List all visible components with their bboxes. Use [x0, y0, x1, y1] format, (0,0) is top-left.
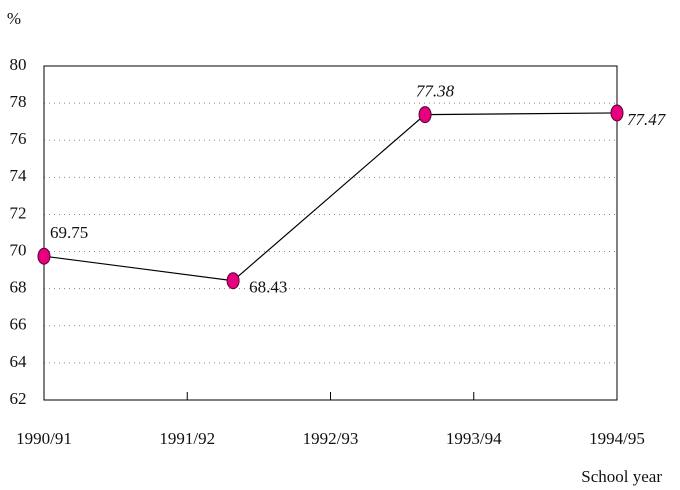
y-tick-label: 62	[10, 389, 27, 408]
y-tick-label: 74	[10, 166, 28, 185]
y-tick-label: 66	[10, 315, 27, 334]
x-tick-label: 1990/91	[16, 429, 72, 448]
y-tick-label: 68	[10, 278, 27, 297]
data-label: 77.47	[627, 110, 667, 129]
line	[43, 112, 618, 282]
y-tick-label: 64	[10, 352, 28, 371]
y-axis-label: %	[7, 9, 21, 28]
data-label: 68.43	[249, 278, 287, 297]
y-tick-label: 70	[10, 240, 27, 259]
data-label: 69.75	[50, 223, 88, 242]
x-tick-label: 1991/92	[159, 429, 215, 448]
y-tick-label: 72	[10, 203, 27, 222]
y-tick-label: 78	[10, 92, 27, 111]
y-tick-label: 80	[10, 55, 27, 74]
y-tick-label: 76	[10, 129, 27, 148]
marker	[418, 106, 432, 124]
marker	[226, 272, 240, 290]
x-tick-label: 1994/95	[589, 429, 645, 448]
marker	[37, 247, 51, 265]
plot-frame	[43, 65, 618, 401]
x-tick-label: 1993/94	[446, 429, 502, 448]
x-axis-label: School year	[581, 467, 662, 486]
x-tick-label: 1992/93	[303, 429, 359, 448]
marker	[610, 104, 624, 122]
data-label: 77.38	[416, 82, 455, 101]
